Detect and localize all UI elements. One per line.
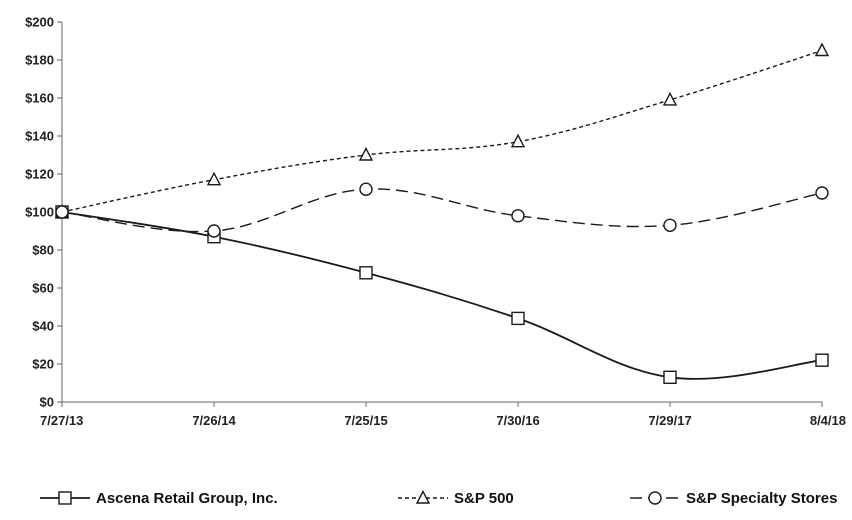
- data-point-s-p-specialty-stores: [511, 209, 525, 223]
- legend-swatch-marker: [648, 491, 662, 505]
- data-point-ascena-retail-group-inc: [359, 266, 373, 280]
- x-tick-label: 7/27/13: [40, 413, 83, 428]
- series-markers: [54, 42, 830, 384]
- data-point-s-p-500: [662, 91, 678, 106]
- y-tick-label: $20: [32, 357, 54, 372]
- axes: $0 $20 $40 $60 $80 $100 $120 $140 $160 $180 $200 7/…: [25, 15, 846, 429]
- series-line-s-p-specialty-stores: [61, 188, 823, 233]
- data-point-s-p-specialty-stores: [663, 218, 677, 233]
- legend-item-s-p-500: S&P 500: [398, 489, 514, 507]
- data-point-ascena-retail-group-inc: [815, 353, 829, 367]
- legend-swatch-marker: [415, 489, 431, 504]
- y-tick-label: $100: [25, 205, 54, 220]
- legend-label: Ascena Retail Group, Inc.: [96, 490, 278, 507]
- series-line-s-p-500: [61, 49, 823, 213]
- legend-label: S&P 500: [454, 490, 514, 507]
- data-point-s-p-specialty-stores: [55, 205, 69, 219]
- y-tick-label: $160: [25, 91, 54, 106]
- legend-item-s-p-specialty-stores: S&P Specialty Stores: [630, 490, 837, 507]
- y-tick-label: $80: [32, 243, 54, 258]
- y-tick-label: $140: [25, 129, 54, 144]
- y-tick-label: $0: [40, 395, 54, 410]
- legend-item-ascena-retail-group-inc: Ascena Retail Group, Inc.: [40, 490, 278, 507]
- data-point-ascena-retail-group-inc: [663, 370, 677, 384]
- y-tick-label: $120: [25, 167, 54, 182]
- y-tick-label: $40: [32, 319, 54, 334]
- data-point-s-p-specialty-stores: [207, 224, 221, 238]
- y-tick-label: $60: [32, 281, 54, 296]
- series-lines: [61, 49, 823, 380]
- x-tick-label: 7/26/14: [192, 413, 236, 428]
- y-tick-label: $200: [25, 15, 54, 30]
- x-tick-label: 7/30/16: [496, 413, 539, 428]
- data-point-s-p-500: [206, 171, 222, 186]
- legend-label: S&P Specialty Stores: [686, 490, 837, 507]
- data-point-s-p-500: [358, 146, 374, 161]
- legend: Ascena Retail Group, Inc. S&P 500 S&P Spec…: [40, 489, 837, 507]
- data-point-s-p-specialty-stores: [815, 186, 829, 200]
- data-point-s-p-500: [510, 133, 526, 148]
- x-tick-label: 7/25/15: [344, 413, 387, 428]
- data-point-s-p-specialty-stores: [359, 182, 373, 196]
- series-line-ascena-retail-group-inc: [61, 211, 823, 380]
- x-tick-label: 7/29/17: [648, 413, 691, 428]
- data-point-s-p-500: [814, 42, 830, 57]
- y-tick-label: $180: [25, 53, 54, 68]
- x-tick-label: 8/4/18: [810, 413, 846, 428]
- data-point-ascena-retail-group-inc: [511, 311, 525, 326]
- legend-swatch-marker: [58, 491, 72, 505]
